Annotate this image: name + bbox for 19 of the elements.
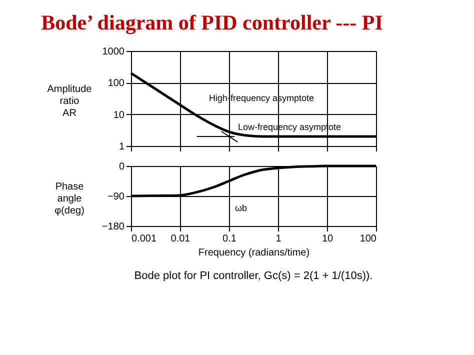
y-axis-title: Amplitude ratio AR <box>47 84 92 119</box>
y-tick-label: −90 <box>108 192 125 202</box>
y-tick-label: −180 <box>102 222 125 232</box>
x-tick-label: 0.001 <box>132 234 157 244</box>
x-axis-title: Frequency (radians/time) <box>198 248 310 258</box>
text: Bode plot for PI controller, Gc(s) = 2(1 + 1/(10s)). <box>134 270 373 282</box>
x-tick-label: 1 <box>276 234 282 244</box>
y-tick-label: 0 <box>118 162 125 172</box>
x-tick-label: 0.1 <box>222 234 237 244</box>
x-tick-label: 100 <box>360 234 377 244</box>
y-tick-label: 10 <box>113 110 125 121</box>
chart-title: Bode’ diagram of PID controller --- PI <box>41 10 383 34</box>
x-tick-label: 0.01 <box>170 234 191 244</box>
y-axis-title: Phase angle φ(deg) <box>54 182 84 216</box>
x-tick-label: 10 <box>322 234 334 244</box>
annotation: ωb <box>234 203 248 213</box>
y-tick-label: 1000 <box>102 46 125 58</box>
y-tick-label: 100 <box>108 78 125 90</box>
y-tick-label: 1 <box>118 142 125 152</box>
